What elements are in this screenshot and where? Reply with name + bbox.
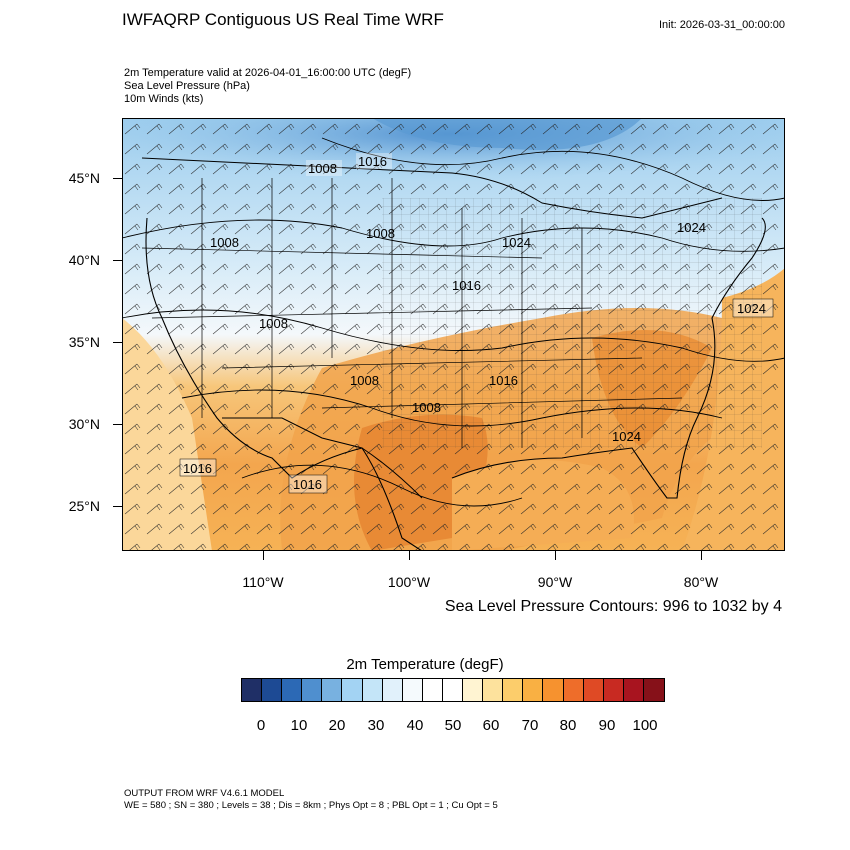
lat-tick [113, 178, 122, 179]
colorbar-tick: 60 [482, 717, 500, 734]
pressure-label: 1016 [183, 461, 212, 476]
colorbar-tick: 40 [406, 717, 424, 734]
colorbar-swatch [382, 679, 403, 701]
lon-label: 110°W [242, 574, 284, 590]
colorbar-tick: 90 [598, 717, 616, 734]
pressure-label: 1016 [358, 154, 387, 169]
colorbar-swatch [282, 679, 303, 701]
isobars [122, 137, 785, 507]
lon-tick [555, 551, 556, 560]
colorbar [241, 678, 665, 702]
lon-tick [701, 551, 702, 560]
colorbar-swatch [503, 679, 524, 701]
map-panel: 1008 1016 1008 1008 1024 1024 1016 1008 … [122, 118, 785, 551]
pressure-labels: 1008 1016 1008 1008 1024 1024 1016 1008 … [179, 153, 774, 494]
map-frame [122, 118, 785, 551]
lat-label: 25°N [68, 498, 100, 514]
colorbar-swatch [583, 679, 604, 701]
lon-tick [263, 551, 264, 560]
pressure-label: 1024 [612, 429, 641, 444]
coastline [145, 217, 766, 551]
temperature-map: 1008 1016 1008 1008 1024 1024 1016 1008 … [122, 118, 785, 551]
lon-tick [409, 551, 410, 560]
colorbar-swatch [603, 679, 624, 701]
colorbar-swatch [543, 679, 564, 701]
field-line-winds: 10m Winds (kts) [124, 93, 204, 105]
colorbar-swatch [362, 679, 383, 701]
model-footer-line1: OUTPUT FROM WRF V4.6.1 MODEL [124, 788, 285, 799]
colorbar-swatch [402, 679, 423, 701]
field-line-temperature: 2m Temperature valid at 2026-04-01_16:00… [124, 67, 412, 79]
lat-label: 45°N [68, 170, 100, 186]
lat-tick [113, 424, 122, 425]
colorbar-tick: 80 [559, 717, 577, 734]
pressure-label: 1016 [452, 278, 481, 293]
colorbar-swatch [483, 679, 504, 701]
pressure-label: 1008 [308, 161, 337, 176]
pressure-label: 1024 [677, 220, 706, 235]
colorbar-tick: 10 [290, 717, 308, 734]
map-title: IWFAQRP Contiguous US Real Time WRF [122, 10, 444, 29]
colorbar-swatch [463, 679, 484, 701]
colorbar-tick: 20 [328, 717, 346, 734]
colorbar-tick: 50 [444, 717, 462, 734]
colorbar-swatch [643, 679, 664, 701]
colorbar-swatch [623, 679, 644, 701]
lat-label: 40°N [68, 252, 100, 268]
pressure-label: 1008 [350, 373, 379, 388]
lon-label: 100°W [387, 574, 431, 590]
lat-tick [113, 342, 122, 343]
pressure-label: 1008 [366, 226, 395, 241]
lat-label: 30°N [68, 416, 100, 432]
pressure-label: 1024 [502, 235, 531, 250]
init-time: Init: 2026-03-31_00:00:00 [659, 19, 785, 31]
pressure-label: 1016 [489, 373, 518, 388]
lon-label: 80°W [683, 574, 719, 590]
colorbar-swatch [262, 679, 283, 701]
colorbar-swatch [563, 679, 584, 701]
colorbar-title: 2m Temperature (degF) [346, 656, 504, 673]
pressure-label: 1016 [293, 477, 322, 492]
colorbar-swatch [322, 679, 343, 701]
pressure-label: 1008 [210, 235, 239, 250]
pressure-label: 1024 [737, 301, 766, 316]
colorbar-swatch [422, 679, 443, 701]
lat-tick [113, 506, 122, 507]
colorbar-tick: 100 [632, 717, 658, 734]
pressure-label: 1008 [412, 400, 441, 415]
lon-label: 90°W [537, 574, 573, 590]
state-lines [141, 178, 683, 448]
colorbar-swatch [342, 679, 363, 701]
model-footer-line2: WE = 580 ; SN = 380 ; Levels = 38 ; Dis … [124, 800, 498, 811]
colorbar-swatch [442, 679, 464, 701]
us-mexico-border [222, 417, 423, 499]
colorbar-swatch [302, 679, 323, 701]
pressure-label: 1008 [259, 316, 288, 331]
colorbar-tick: 30 [367, 717, 385, 734]
contour-note: Sea Level Pressure Contours: 996 to 1032… [444, 598, 782, 615]
colorbar-swatch [242, 679, 263, 701]
wind-barbs [122, 118, 785, 551]
us-canada-border [141, 157, 723, 219]
lat-label: 35°N [68, 334, 100, 350]
colorbar-swatch [523, 679, 544, 701]
field-line-pressure: Sea Level Pressure (hPa) [124, 80, 250, 92]
lat-tick [113, 260, 122, 261]
colorbar-tick: 0 [256, 717, 266, 734]
colorbar-tick: 70 [521, 717, 539, 734]
